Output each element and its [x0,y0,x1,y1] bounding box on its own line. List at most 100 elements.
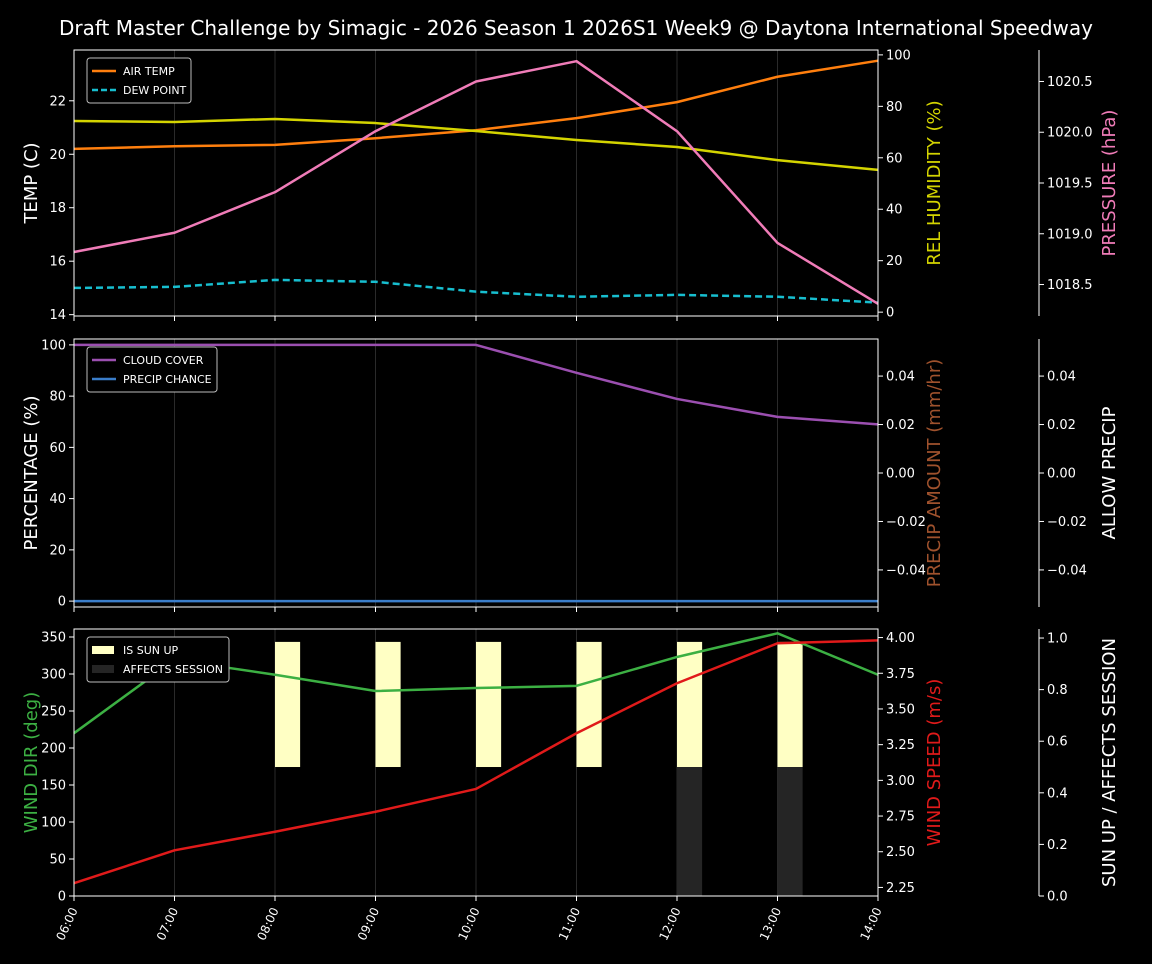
sun-up-bar [677,641,703,768]
y-tick-label: 2.50 [886,845,915,860]
figure-title: Draft Master Challenge by Simagic - 2026… [59,16,1093,40]
sun-up-bar [576,641,602,768]
panel-3: 06:00 07:00 08:00 09:00 10:00 11:00 12:00 13:00… [21,628,1120,943]
x-tick-label: 07:00 [154,905,181,942]
y-tick-label: 22 [49,94,66,109]
axis-label-pres: PRESSURE (hPa) [1099,110,1120,257]
y-tick-label: 1019.0 [1047,227,1093,242]
y-tick-label: 0.00 [886,467,915,482]
legend-swatch [92,665,114,673]
y-tick-label: 16 [49,255,66,270]
y-tick-label: 2.75 [886,810,915,825]
y-tick-label: 0 [58,595,66,610]
y-tick-label: 0.02 [1047,418,1076,433]
y-tick-label: 18 [49,201,66,216]
y-tick-label: 100 [41,338,66,353]
x-tick-label: 09:00 [355,905,382,942]
x-tick-label: 12:00 [656,905,683,942]
y-tick-label: 0.04 [886,370,915,385]
x-tick-label: 11:00 [556,905,583,942]
y-tick-label: 300 [41,667,66,682]
legend-label: IS SUN UP [123,644,179,657]
legend: AIR TEMP DEW POINT [86,57,192,104]
sun-up-bar [476,641,502,768]
y-tick-label: 60 [49,441,66,456]
y-tick-label: 200 [41,741,66,756]
y-tick-label: 4.00 [886,631,915,646]
legend-frame [86,346,218,393]
y-tick-label: 3.50 [886,702,915,717]
x-tick-label: 08:00 [254,905,281,942]
y-tick-label: 1019.5 [1047,177,1093,192]
y-tick-label: 80 [49,390,66,405]
y-tick-label: 0 [58,890,66,905]
y-tick-label: 3.25 [886,738,915,753]
affects-session-bar [677,767,703,896]
y-tick-label: 0.02 [886,418,915,433]
y-tick-label: 3.75 [886,667,915,682]
x-tick-label: 13:00 [757,905,784,942]
y-tick-label: 20 [886,254,903,269]
y-tick-label: −0.04 [1047,563,1087,578]
y-tick-label: 0.6 [1047,735,1068,750]
y-tick-label: 1.0 [1047,632,1068,647]
legend: CLOUD COVER PRECIP CHANCE [86,346,218,393]
axis-label-spd: WIND SPEED (m/s) [924,679,945,847]
y-tick-label: −0.02 [1047,515,1087,530]
y-tick-label: 0.8 [1047,683,1068,698]
y-tick-label: 40 [886,203,903,218]
y-tick-label: −0.04 [886,563,926,578]
sun-up-bar [375,641,401,768]
y-tick-label: 3.00 [886,774,915,789]
y-tick-label: 20 [49,543,66,558]
axis-label-sun: SUN UP / AFFECTS SESSION [1099,638,1120,887]
hum-line [73,117,879,172]
legend-label: CLOUD COVER [123,354,204,367]
legend-label: AFFECTS SESSION [123,663,223,676]
y-tick-label: 1020.5 [1047,75,1093,90]
sun-up-bar [275,641,301,768]
sun-up-bar [777,641,803,768]
axis-label-amt: PRECIP AMOUNT (mm/hr) [924,359,945,588]
y-tick-label: 50 [49,852,66,867]
panel-1: 14 16 18 20 22 TEMP (C) 0 20 40 60 80 100 REL HUMIDI… [21,48,1120,323]
y-tick-label: 80 [886,100,903,115]
y-tick-label: 150 [41,778,66,793]
legend-frame [86,636,230,683]
legend-frame [86,57,192,104]
panel-2: 0 20 40 60 80 100 PERCENTAGE (%) −0.04 −0.02 0.00… [21,338,1120,612]
y-tick-label: 14 [49,308,66,323]
axis-label-pct: PERCENTAGE (%) [21,395,42,550]
spd-line [73,639,879,885]
y-tick-label: 100 [41,815,66,830]
pres-line [73,59,879,305]
axis-label-dir: WIND DIR (deg) [21,692,42,834]
y-tick-label: 1018.5 [1047,278,1093,293]
affects-session-bar [777,767,803,896]
legend: IS SUN UP AFFECTS SESSION [86,636,230,683]
y-tick-label: −0.02 [886,515,926,530]
y-tick-label: 100 [886,48,911,63]
y-tick-label: 250 [41,704,66,719]
legend-swatch [92,646,114,654]
y-tick-label: 0.2 [1047,838,1068,853]
y-tick-label: 60 [886,151,903,166]
x-tick-label: 14:00 [857,905,884,942]
y-tick-label: 0.00 [1047,467,1076,482]
y-tick-label: 0.0 [1047,890,1068,905]
y-tick-label: 0 [886,306,894,321]
y-tick-label: 40 [49,492,66,507]
axis-label-hum: REL HUMIDITY (%) [924,100,945,265]
legend-label: AIR TEMP [123,65,175,78]
y-tick-label: 2.25 [886,881,915,896]
legend-label: PRECIP CHANCE [123,373,212,386]
axis-label-temp: TEMP (C) [21,142,42,224]
axis-label-allow: ALLOW PRECIP [1099,406,1120,539]
y-tick-label: 0.04 [1047,370,1076,385]
y-tick-label: 1020.0 [1047,126,1093,141]
cloud-cover-line [74,343,879,426]
x-tick-label: 10:00 [455,905,482,942]
x-tick-label: 06:00 [53,905,80,942]
y-tick-label: 0.4 [1047,786,1068,801]
